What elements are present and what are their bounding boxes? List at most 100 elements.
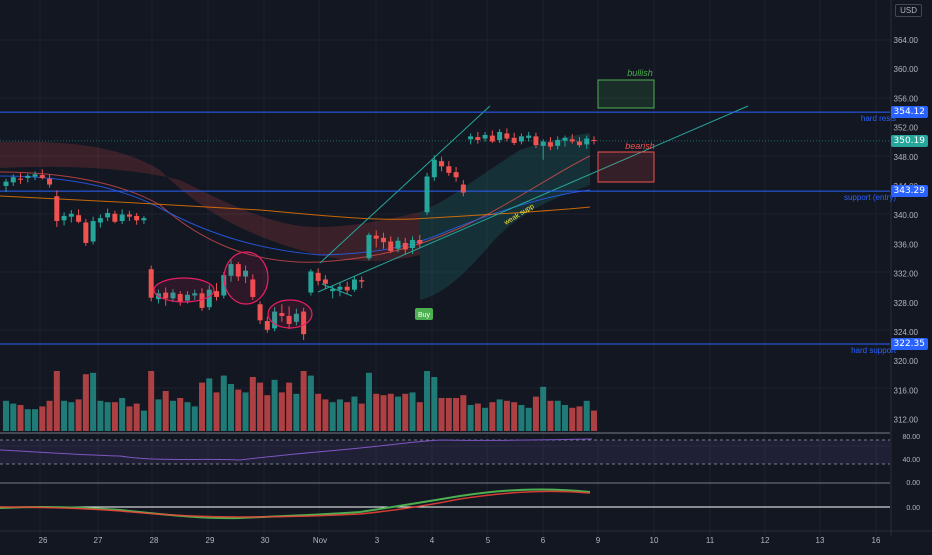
candle-body: [54, 196, 60, 222]
volume-bar: [365, 372, 372, 431]
candle-body: [112, 213, 118, 222]
volume-bar: [228, 384, 235, 431]
candle-body: [76, 215, 82, 222]
macd-line: [0, 488, 591, 520]
candle-body: [184, 294, 190, 301]
volume-bar: [177, 398, 184, 431]
time-tick-label: 11: [706, 536, 715, 545]
candle-body: [39, 175, 45, 178]
candle-body: [475, 137, 481, 141]
candle-body: [97, 218, 103, 223]
candle-body: [337, 286, 343, 290]
candle-body: [424, 176, 430, 213]
volume-bar: [278, 392, 285, 431]
level-price-tag: 354.12: [890, 106, 928, 119]
volume-bar: [532, 396, 539, 431]
level-label: hard resis: [861, 114, 896, 123]
candle-body: [214, 291, 220, 297]
volume-bar: [17, 405, 24, 431]
rsi-band: [0, 440, 890, 464]
volume-bar: [511, 402, 518, 431]
volume-bar: [3, 400, 9, 431]
candle-body: [47, 178, 53, 185]
candle-body: [192, 293, 198, 296]
candle-body: [366, 234, 372, 259]
candle-body: [315, 272, 321, 281]
candle-body: [119, 214, 125, 222]
volume-bar: [68, 402, 75, 431]
price-tick-label: 324.00: [894, 328, 919, 337]
macd-signal-line: [0, 490, 591, 518]
candle-body: [32, 174, 38, 177]
buy-signal-badge: [415, 308, 433, 320]
trend-channel-lower: [317, 105, 749, 293]
candle-body: [504, 133, 510, 139]
volume-bar: [90, 372, 97, 431]
bullish-target-box: [597, 79, 655, 109]
volume-bar: [431, 377, 438, 431]
candle-body: [243, 270, 249, 277]
candle-body: [148, 269, 154, 298]
candle-body: [468, 136, 474, 140]
volume-bar: [206, 378, 213, 431]
candle-body: [359, 280, 365, 282]
ema-fast: [0, 155, 591, 263]
price-tick-label: 336.00: [894, 240, 919, 249]
volume-bar: [591, 410, 597, 431]
candle-body: [460, 184, 466, 193]
rsi-line: [0, 438, 593, 461]
candle-body: [257, 304, 263, 321]
candle-body: [221, 275, 227, 296]
volume-bar: [10, 403, 17, 431]
time-tick-label: 12: [761, 536, 770, 545]
volume-bar: [235, 389, 242, 431]
time-tick-label: 6: [541, 536, 546, 545]
volume-bar: [373, 393, 380, 431]
price-tick-label: 316.00: [894, 386, 919, 395]
volume-bar: [496, 399, 503, 431]
candle-body: [439, 161, 445, 167]
volume-bar: [300, 371, 307, 431]
macd-tick-label: 0.00: [906, 480, 920, 487]
pattern-ellipse: [267, 299, 313, 329]
volume-bar: [119, 398, 126, 431]
candle-body: [380, 237, 386, 243]
bearish-cloud: [0, 141, 420, 262]
price-tick-label: 360.00: [894, 65, 919, 74]
rsi-tick-label: 40.00: [902, 457, 920, 464]
volume-bar: [257, 382, 264, 431]
candle-body: [373, 235, 379, 239]
rsi-tick-label: 80.00: [902, 434, 920, 441]
level-label: support (entry): [844, 193, 896, 202]
volume-bar: [24, 409, 31, 431]
volume-bar: [46, 400, 53, 431]
candle-body: [264, 321, 270, 330]
ema-slow: [0, 175, 591, 256]
candle-body: [540, 141, 546, 146]
candle-body: [279, 313, 285, 316]
candle-body: [163, 292, 169, 299]
volume-bar: [387, 393, 394, 431]
volume-bar: [82, 374, 89, 431]
volume-bar: [525, 407, 532, 431]
volume-bar: [111, 402, 118, 431]
volume-bar: [540, 386, 547, 431]
volume-bar: [445, 398, 452, 431]
candle-body: [141, 218, 147, 221]
currency-button[interactable]: USD: [895, 4, 922, 17]
time-tick-label: 13: [816, 536, 825, 545]
candle-body: [576, 141, 582, 146]
candle-body: [562, 137, 568, 141]
candle-body: [569, 139, 575, 142]
time-tick-label: 28: [150, 536, 159, 545]
candle-body: [61, 215, 67, 221]
volume-bar: [344, 402, 351, 431]
volume-bar: [409, 392, 416, 431]
candle-body: [3, 181, 9, 186]
candle-body: [591, 140, 597, 142]
volume-bar: [307, 375, 314, 431]
time-tick-label: 30: [261, 536, 270, 545]
volume-bar: [286, 382, 293, 431]
